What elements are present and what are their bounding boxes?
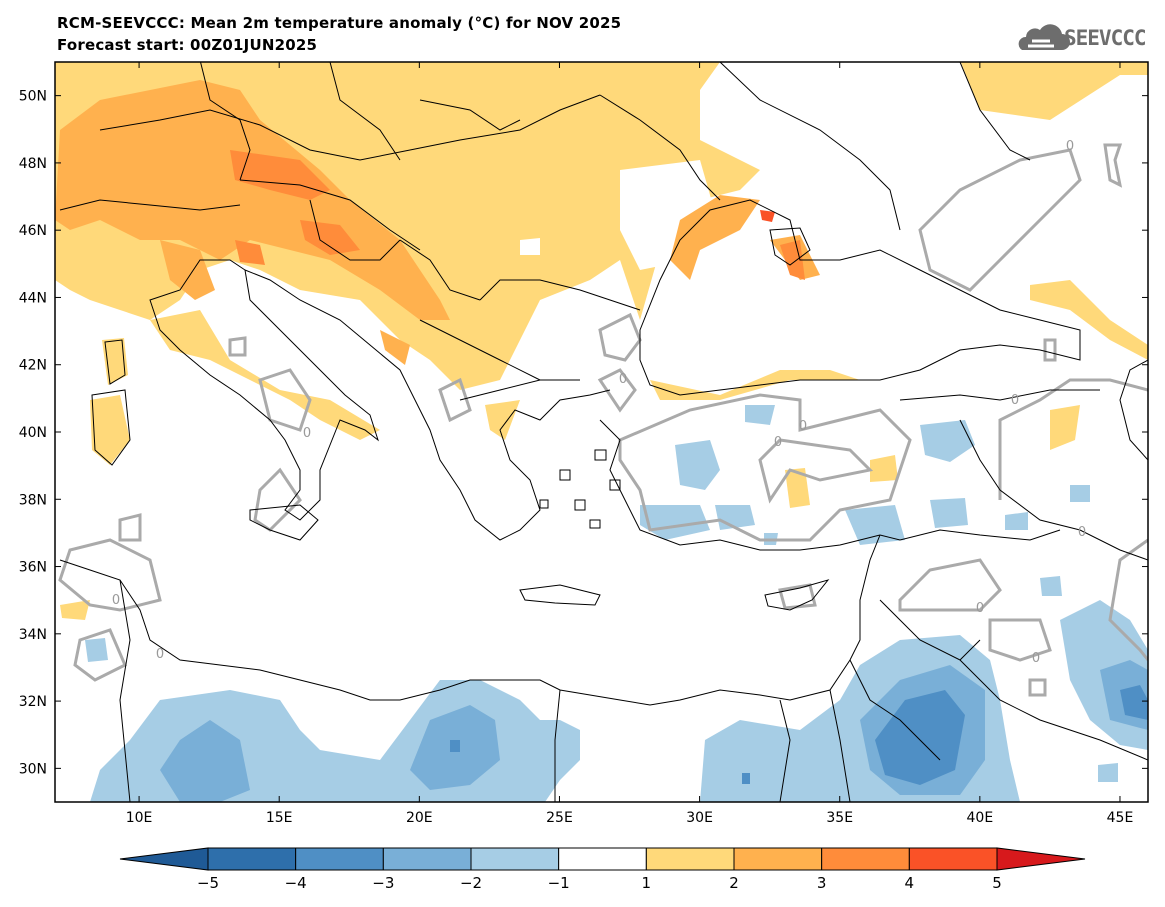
contour-labels: 0 0 0 0 0 0 0 0 0 0 0 [112, 139, 1086, 666]
colorbar-segment [908, 847, 998, 871]
warm-anomaly-area [55, 62, 1148, 390]
cold-anomaly-area [875, 690, 965, 785]
contour-label: 0 [112, 593, 120, 608]
lat-tick-label: 34N [19, 627, 47, 643]
lon-tick-label: 35E [826, 810, 853, 826]
lat-tick-label: 42N [19, 358, 47, 374]
colorbar-segment [996, 847, 1086, 871]
lat-tick-label: 50N [19, 89, 47, 105]
lon-tick-label: 30E [686, 810, 713, 826]
warm-anomaly-area [90, 395, 130, 465]
colorbar-segment [645, 847, 735, 871]
cold-anomaly-area [1005, 512, 1028, 530]
warm-anomaly-area [160, 240, 215, 300]
colorbar-segment [119, 847, 209, 871]
coastlines [59, 62, 1148, 802]
contour-label: 0 [1078, 525, 1086, 540]
colorbar-label: −4 [285, 874, 307, 892]
colorbar-label: 5 [992, 874, 1002, 892]
warm-anomaly-area [785, 468, 810, 508]
lat-tick-label: 46N [19, 223, 47, 239]
colorbar-label: −3 [372, 874, 394, 892]
warm-anomaly-area [760, 210, 775, 222]
contour-label: 0 [799, 419, 807, 434]
cold-anomaly-area [1120, 685, 1148, 720]
lat-tick-label: 36N [19, 560, 47, 576]
cold-anomaly-area [675, 440, 720, 490]
colorbar-label: 3 [817, 874, 827, 892]
contour-label: 0 [1011, 393, 1019, 408]
cold-anomaly-area [930, 498, 968, 528]
warm-anomaly-area [300, 220, 360, 255]
warm-anomaly-area [670, 195, 760, 280]
colorbar-segment [558, 847, 647, 871]
colorbar-segment [207, 847, 297, 871]
cold-anomaly-area [1040, 576, 1062, 596]
colorbar-segment [470, 847, 560, 871]
map-title: RCM-SEEVCCC: Mean 2m temperature anomaly… [57, 14, 622, 32]
contour-label: 0 [156, 647, 164, 662]
lon-tick-label: 45E [1107, 810, 1134, 826]
cold-anomaly-area [640, 505, 710, 540]
warm-anomaly-area [1030, 280, 1148, 360]
warm-anomaly-area [380, 330, 410, 365]
lon-tick-label: 10E [126, 810, 153, 826]
contour-label: 0 [1066, 139, 1074, 154]
lat-tick-label: 38N [19, 492, 47, 508]
cold-anomaly-area [742, 773, 750, 784]
longitude-axis: 10E 15E 20E 25E 30E 35E 40E 45E [126, 62, 1134, 826]
lat-tick-label: 48N [19, 156, 47, 172]
zero-contours [58, 143, 1148, 697]
cold-anomaly-area [1070, 485, 1090, 502]
colorbar-label: 2 [729, 874, 739, 892]
lon-tick-label: 40E [967, 810, 994, 826]
warm-anomaly-area [60, 600, 90, 620]
colorbar-label: −2 [460, 874, 482, 892]
colorbar-segment [733, 847, 823, 871]
logo-text: SEEVCCC [1064, 26, 1147, 50]
colorbar-label: −1 [548, 874, 570, 892]
contour-label: 0 [303, 426, 311, 441]
cold-anomaly-area [160, 720, 250, 802]
colorbar-label: 4 [905, 874, 915, 892]
lat-tick-label: 40N [19, 425, 47, 441]
warm-anomaly-area [235, 240, 265, 265]
warm-anomaly-area [230, 150, 330, 200]
cold-anomaly-area [845, 505, 905, 545]
lon-tick-label: 15E [266, 810, 293, 826]
cold-anomaly-area [90, 680, 580, 802]
forecast-start: Forecast start: 00Z01JUN2025 [57, 36, 318, 54]
warm-anomaly-area [150, 310, 380, 440]
warm-anomaly-area [870, 455, 898, 482]
anomaly-fields [55, 62, 1148, 802]
lat-tick-label: 32N [19, 694, 47, 710]
contour-label: 0 [976, 601, 984, 616]
cold-anomaly-area [745, 405, 775, 425]
colorbar-label: −5 [197, 874, 219, 892]
contour-label: 0 [774, 435, 782, 450]
lon-tick-label: 25E [546, 810, 573, 826]
colorbar-segment [382, 847, 472, 871]
colorbar-segment [295, 847, 384, 871]
lon-tick-label: 20E [406, 810, 433, 826]
lat-tick-label: 30N [19, 761, 47, 777]
warm-anomaly-area [485, 400, 520, 440]
colorbar: −5 −4 −3 −2 −1 1 2 3 4 5 [119, 847, 1086, 892]
cold-anomaly-area [920, 420, 975, 462]
colorbar-segment [821, 847, 910, 871]
colorbar-label: 1 [642, 874, 652, 892]
cold-anomaly-area [450, 740, 460, 752]
cold-anomaly-area [1098, 763, 1118, 782]
lat-tick-label: 44N [19, 290, 47, 306]
cloud-icon [1018, 24, 1070, 50]
warm-anomaly-area [780, 240, 805, 280]
contour-label: 0 [619, 372, 627, 387]
warm-anomaly-area [1050, 405, 1080, 450]
cold-anomaly-area [85, 638, 108, 662]
latitude-axis: 30N 32N 34N 36N 38N 40N 42N 44N 46N 48N 50N [19, 89, 1148, 777]
contour-label: 0 [1032, 651, 1040, 666]
